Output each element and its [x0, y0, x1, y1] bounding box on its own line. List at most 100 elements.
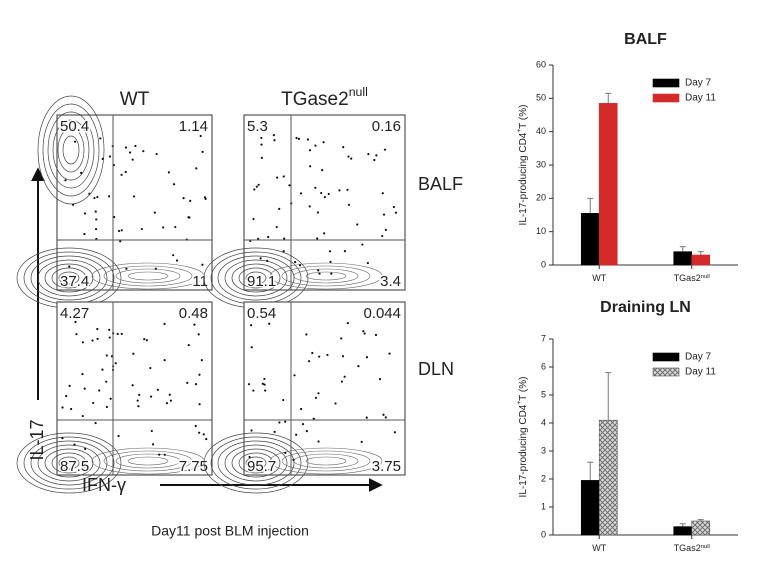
- event-dot: [198, 431, 201, 434]
- plot-frame: [243, 301, 406, 476]
- contour: [58, 271, 80, 285]
- event-dot: [312, 417, 315, 420]
- event-dot: [201, 150, 204, 154]
- y-axis-label: IL-17-producing CD4+T (%): [516, 105, 528, 226]
- y-tick-label: 5: [541, 389, 546, 399]
- event-dot: [194, 424, 197, 428]
- event-dot: [132, 195, 135, 198]
- event-dot: [96, 337, 99, 340]
- event-dot: [340, 337, 343, 340]
- event-dot: [101, 368, 104, 371]
- event-dot: [108, 195, 111, 198]
- contour: [44, 448, 94, 478]
- contour: [44, 263, 94, 293]
- event-dot: [260, 136, 263, 140]
- bar: [673, 526, 693, 536]
- quadrant-percent: 0.044: [363, 305, 401, 322]
- event-dot: [253, 188, 256, 191]
- event-dot: [283, 237, 286, 240]
- contour: [224, 444, 288, 482]
- y-tick-label: 10: [536, 226, 546, 236]
- event-dot: [120, 173, 123, 176]
- event-dot: [381, 192, 384, 195]
- text-part: T (%): [518, 105, 529, 129]
- event-dot: [96, 195, 99, 199]
- event-dot: [198, 373, 201, 376]
- event-dot: [252, 389, 255, 392]
- event-dot: [105, 405, 109, 409]
- contour: [231, 448, 281, 478]
- bar: [580, 480, 600, 536]
- quadrant-percent: 95.7: [247, 458, 276, 475]
- event-dot: [124, 170, 127, 174]
- event-dot: [149, 395, 153, 398]
- chart-title: Draining LN: [600, 299, 691, 316]
- event-dot: [250, 346, 253, 349]
- event-dot: [367, 153, 370, 156]
- event-dot: [250, 429, 253, 432]
- contour: [245, 271, 267, 285]
- event-dot: [149, 366, 152, 370]
- event-dot: [143, 337, 146, 341]
- event-dot: [346, 321, 349, 325]
- event-dot: [326, 353, 329, 357]
- event-dot: [322, 141, 325, 144]
- text-part: TGas2: [674, 273, 701, 283]
- quadrant-percent: 0.16: [372, 118, 401, 135]
- event-dot: [105, 380, 108, 383]
- contour: [62, 135, 80, 165]
- event-dot: [172, 183, 176, 186]
- event-dot: [295, 433, 298, 436]
- superscript: +: [516, 401, 523, 405]
- contour: [224, 259, 288, 297]
- text-part: WT: [592, 273, 606, 283]
- quadrant-percent: 11: [192, 273, 208, 290]
- contour: [103, 265, 193, 287]
- event-dot: [81, 414, 84, 418]
- event-dot: [384, 228, 387, 232]
- contour: [293, 453, 359, 469]
- column-title: TGase2null: [281, 85, 368, 110]
- event-dot: [119, 240, 122, 243]
- quadrant-percent: 7.75: [179, 458, 208, 475]
- event-dot: [83, 212, 87, 215]
- event-dot: [366, 261, 369, 265]
- bar: [691, 254, 711, 266]
- event-dot: [272, 134, 275, 137]
- y-axis-label: IL-17-producing CD4+T (%): [516, 377, 528, 498]
- quadrant-percent: 91.1: [247, 273, 276, 290]
- event-dot: [305, 333, 308, 336]
- contour: [281, 265, 371, 287]
- bar: [598, 419, 618, 536]
- event-dot: [165, 402, 169, 405]
- event-dot: [267, 235, 270, 239]
- event-dot: [140, 227, 143, 231]
- event-dot: [175, 259, 179, 262]
- event-dot: [305, 430, 309, 433]
- event-dot: [116, 332, 119, 336]
- y-tick-label: 20: [536, 193, 546, 203]
- event-dot: [199, 134, 202, 138]
- event-dot: [255, 185, 258, 188]
- event-dot: [154, 267, 157, 270]
- event-dot: [83, 232, 86, 236]
- event-dot: [99, 137, 102, 140]
- event-dot: [263, 383, 266, 386]
- event-dot: [323, 196, 326, 199]
- event-dot: [334, 402, 337, 405]
- event-dot: [343, 375, 346, 378]
- event-dot: [382, 213, 386, 216]
- event-dot: [297, 137, 301, 140]
- event-dot: [350, 157, 353, 160]
- contour: [30, 440, 108, 486]
- event-dot: [282, 398, 285, 402]
- event-dot: [72, 203, 75, 206]
- bar: [580, 213, 600, 266]
- row-label: DLN: [418, 359, 454, 379]
- event-dot: [96, 327, 99, 331]
- contour: [127, 456, 169, 466]
- event-dot: [153, 211, 156, 214]
- event-dot: [257, 237, 260, 240]
- event-dot: [383, 148, 387, 151]
- event-dot: [329, 260, 332, 263]
